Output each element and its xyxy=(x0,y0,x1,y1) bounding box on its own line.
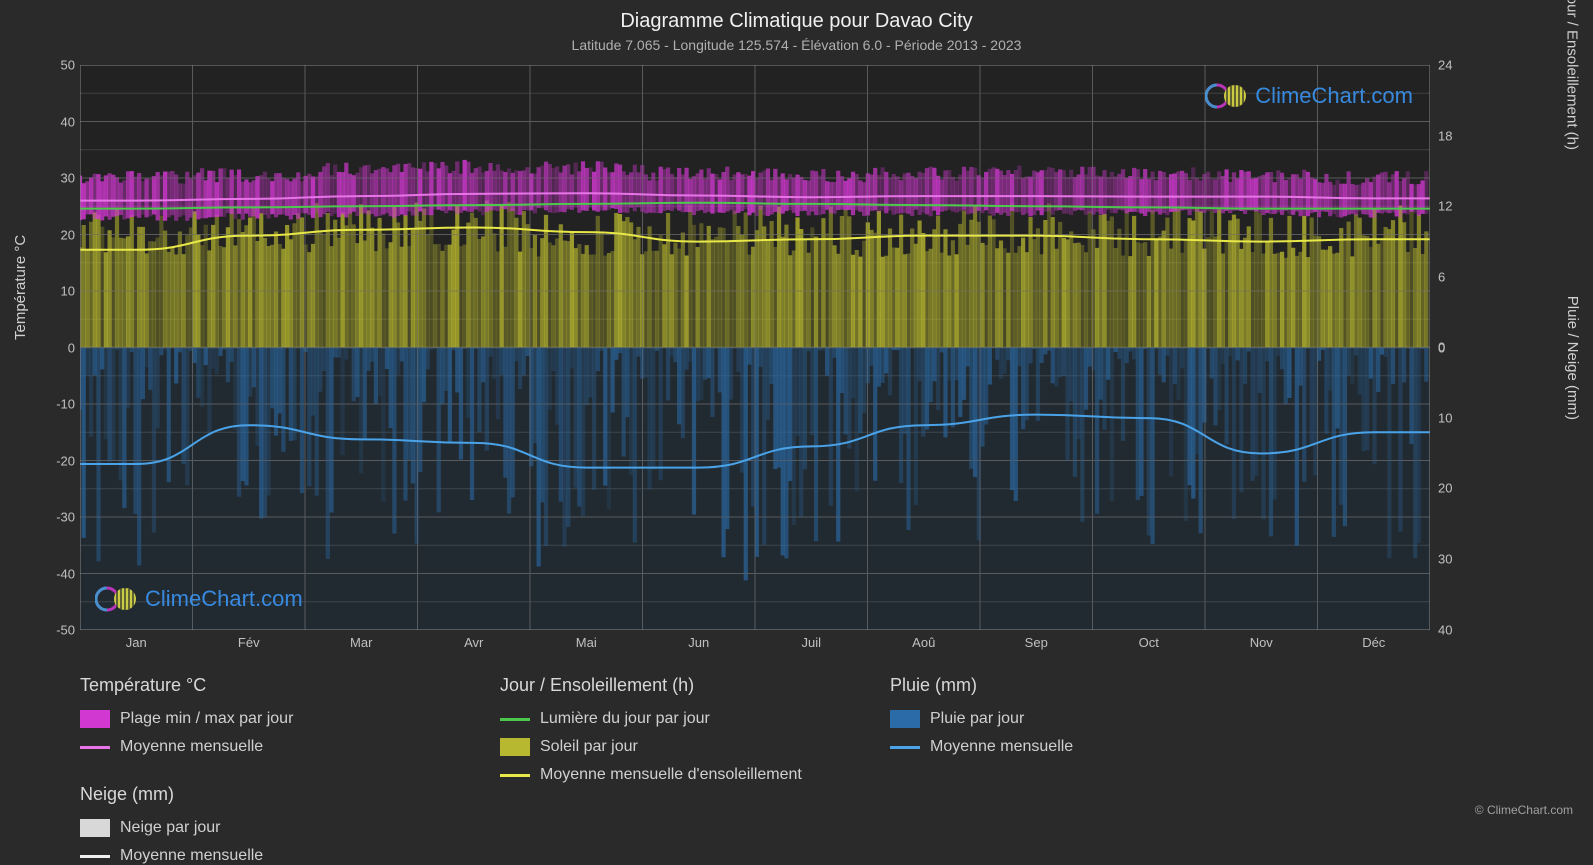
legend-item: Moyenne mensuelle xyxy=(890,738,1180,756)
legend-label: Neige par jour xyxy=(120,819,221,837)
y-tick-right-top: 24 xyxy=(1438,58,1473,73)
y-ticks-right-bottom: 010203040 xyxy=(1438,347,1473,629)
y-tick-right-bottom: 0 xyxy=(1438,340,1473,355)
x-tick-month: Jun xyxy=(669,635,729,650)
x-tick-month: Mai xyxy=(556,635,616,650)
legend-label: Lumière du jour par jour xyxy=(540,710,710,728)
y-axis-right-top-label: Jour / Ensoleillement (h) xyxy=(1564,0,1581,150)
y-tick-left: 10 xyxy=(40,284,75,299)
legend-item: Pluie par jour xyxy=(890,710,1180,728)
y-tick-right-top: 12 xyxy=(1438,199,1473,214)
x-tick-month: Déc xyxy=(1344,635,1404,650)
legend-swatch xyxy=(500,718,530,721)
legend-column: Jour / Ensoleillement (h) Lumière du jour… xyxy=(500,675,890,784)
legend-label: Moyenne mensuelle xyxy=(120,847,263,865)
y-tick-right-bottom: 40 xyxy=(1438,622,1473,637)
chart-title: Diagramme Climatique pour Davao City xyxy=(0,0,1593,33)
y-tick-right-bottom: 20 xyxy=(1438,481,1473,496)
y-tick-left: 30 xyxy=(40,171,75,186)
climechart-logo-icon xyxy=(95,585,139,613)
watermark-text: ClimeChart.com xyxy=(1255,83,1413,109)
x-tick-month: Juil xyxy=(781,635,841,650)
legend-item: Moyenne mensuelle d'ensoleillement xyxy=(500,766,870,784)
y-tick-left: -30 xyxy=(40,510,75,525)
legend-item: Neige par jour xyxy=(80,819,380,837)
x-tick-month: Jan xyxy=(106,635,166,650)
watermark-top: ClimeChart.com xyxy=(1205,82,1413,110)
legend-item: Plage min / max par jour xyxy=(80,710,480,728)
y-tick-left: 50 xyxy=(40,58,75,73)
plot-area xyxy=(80,65,1430,630)
legend-header: Température °C xyxy=(80,675,480,696)
climate-chart-container: Diagramme Climatique pour Davao City Lat… xyxy=(0,0,1593,825)
x-tick-month: Aoû xyxy=(894,635,954,650)
y-tick-right-bottom: 30 xyxy=(1438,551,1473,566)
x-ticks: Jan Fév Mar Avr Mai Jun Juil Aoû Sep Oct Nov Déc xyxy=(80,635,1430,660)
x-tick-month: Mar xyxy=(331,635,391,650)
x-tick-month: Sep xyxy=(1006,635,1066,650)
plot-svg xyxy=(80,65,1430,630)
legend-label: Moyenne mensuelle xyxy=(930,738,1073,756)
x-tick-month: Oct xyxy=(1119,635,1179,650)
y-ticks-left: -50-40-30-20-1001020304050 xyxy=(40,65,75,630)
legend-item: Soleil par jour xyxy=(500,738,870,756)
legend-label: Moyenne mensuelle d'ensoleillement xyxy=(540,766,802,784)
legend-swatch xyxy=(500,774,530,777)
chart-subtitle: Latitude 7.065 - Longitude 125.574 - Élé… xyxy=(0,33,1593,53)
legend-item: Moyenne mensuelle xyxy=(80,847,380,865)
y-tick-left: -40 xyxy=(40,566,75,581)
copyright: © ClimeChart.com xyxy=(1475,803,1573,817)
y-tick-right-top: 6 xyxy=(1438,269,1473,284)
legend-swatch xyxy=(500,738,530,756)
y-axis-left-label: Température °C xyxy=(12,235,29,340)
legend-header: Pluie (mm) xyxy=(890,675,1180,696)
legend-header: Jour / Ensoleillement (h) xyxy=(500,675,870,696)
legend-column: Pluie (mm) Pluie par jour Moyenne mensuell… xyxy=(890,675,1200,784)
y-tick-left: 0 xyxy=(40,340,75,355)
y-tick-left: -20 xyxy=(40,453,75,468)
legend-swatch xyxy=(890,746,920,749)
legend-label: Moyenne mensuelle xyxy=(120,738,263,756)
legend: Température °C Plage min / max par jour Mo… xyxy=(80,675,1500,865)
legend-label: Pluie par jour xyxy=(930,710,1024,728)
x-tick-month: Fév xyxy=(219,635,279,650)
watermark-text: ClimeChart.com xyxy=(145,586,303,612)
watermark-bottom: ClimeChart.com xyxy=(95,585,303,613)
legend-item: Lumière du jour par jour xyxy=(500,710,870,728)
legend-swatch xyxy=(890,710,920,728)
y-ticks-right-top: 06121824 xyxy=(1438,65,1473,347)
legend-swatch xyxy=(80,819,110,837)
y-tick-right-top: 18 xyxy=(1438,128,1473,143)
legend-label: Plage min / max par jour xyxy=(120,710,293,728)
y-tick-left: -50 xyxy=(40,623,75,638)
x-tick-month: Nov xyxy=(1231,635,1291,650)
legend-label: Soleil par jour xyxy=(540,738,638,756)
legend-swatch xyxy=(80,710,110,728)
legend-header: Neige (mm) xyxy=(80,784,380,805)
y-axis-right-bottom-label: Pluie / Neige (mm) xyxy=(1564,296,1581,420)
legend-item: Moyenne mensuelle xyxy=(80,738,480,756)
y-tick-right-bottom: 10 xyxy=(1438,410,1473,425)
y-tick-left: -10 xyxy=(40,397,75,412)
legend-column: Température °C Plage min / max par jour Mo… xyxy=(80,675,500,784)
legend-swatch xyxy=(80,855,110,858)
legend-swatch xyxy=(80,746,110,749)
y-tick-left: 20 xyxy=(40,227,75,242)
y-tick-left: 40 xyxy=(40,114,75,129)
climechart-logo-icon xyxy=(1205,82,1249,110)
x-tick-month: Avr xyxy=(444,635,504,650)
